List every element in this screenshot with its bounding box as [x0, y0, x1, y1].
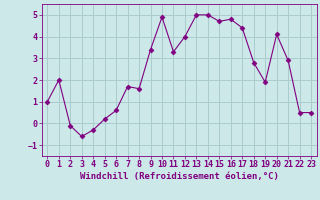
X-axis label: Windchill (Refroidissement éolien,°C): Windchill (Refroidissement éolien,°C): [80, 172, 279, 181]
